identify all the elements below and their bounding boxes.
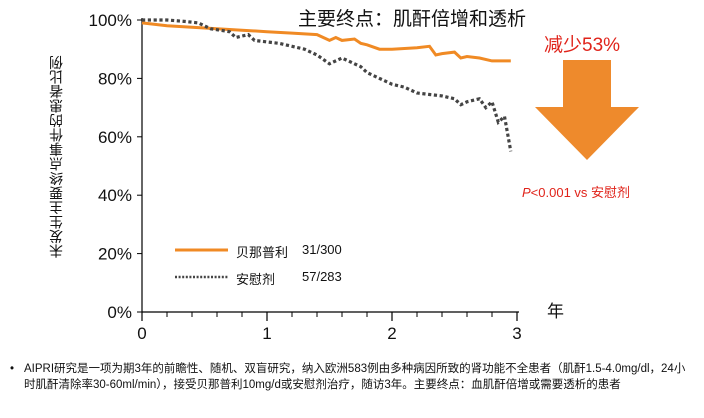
chart-title: 主要终点：肌酐倍增和透析 [298, 9, 527, 30]
y-tick-label: 80% [98, 69, 132, 88]
y-tick-label: 100% [89, 11, 132, 30]
y-tick-label: 20% [98, 245, 132, 264]
legend-count-placebo: 57/283 [302, 269, 342, 284]
p-value-text: <0.001 vs 安慰剂 [530, 185, 631, 200]
p-value-label: P<0.001 vs 安慰剂 [522, 182, 630, 201]
x-tick-label: 2 [387, 324, 396, 343]
p-symbol: P [522, 185, 531, 200]
down-arrow-icon [535, 60, 639, 160]
x-tick-label: 3 [512, 324, 521, 343]
legend-label-benazepril: 贝那普利 [236, 245, 289, 260]
x-tick-label: 0 [137, 324, 146, 343]
legend-label-placebo: 安慰剂 [236, 272, 276, 287]
footnote-bullet: • [10, 363, 15, 375]
y-axis-label: 未发生主要终点事件的患者比例 [48, 55, 64, 259]
legend-count-benazepril: 31/300 [302, 242, 342, 257]
y-tick-label: 40% [98, 186, 132, 205]
legend-item-placebo: 安慰剂 57/283 [236, 269, 342, 288]
x-axis-label: 年 [547, 302, 564, 321]
x-tick-label: 1 [262, 324, 271, 343]
series-line-placebo [142, 18, 513, 152]
reduction-label: 减少53% [544, 35, 621, 56]
y-tick-label: 60% [98, 128, 132, 147]
footnote-text: AIPRI研究是一项为期3年的前瞻性、随机、双盲研究，纳入欧洲583例由多种病因… [24, 363, 686, 391]
series-line-benazepril [141, 21, 511, 63]
legend-item-benazepril: 贝那普利 31/300 [236, 242, 342, 261]
y-tick-label: 0% [107, 303, 132, 322]
footnote: • AIPRI研究是一项为期3年的前瞻性、随机、双盲研究，纳入欧洲583例由多种… [10, 361, 690, 393]
